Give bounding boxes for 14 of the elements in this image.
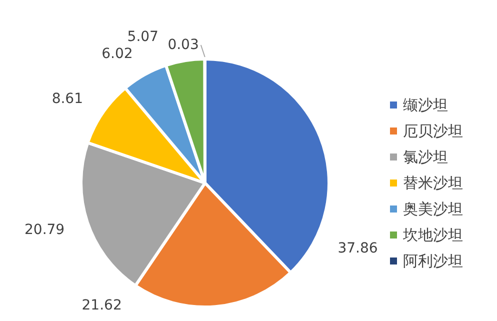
legend-label: 厄贝沙坦 — [403, 122, 463, 140]
data-label: 21.62 — [82, 297, 122, 314]
data-label: 0.03 — [168, 37, 199, 53]
legend-label: 坎地沙坦 — [402, 226, 463, 244]
legend-label: 氯沙坦 — [403, 148, 448, 166]
data-label: 37.86 — [338, 240, 378, 257]
data-label: 8.61 — [52, 91, 83, 108]
legend-label: 替米沙坦 — [403, 174, 463, 192]
data-label: 6.02 — [102, 46, 133, 62]
legend-label: 缬沙坦 — [403, 96, 448, 114]
legend-label: 阿利沙坦 — [403, 252, 463, 270]
data-label: 20.79 — [24, 222, 65, 238]
data-label: 5.07 — [127, 28, 158, 45]
legend-label: 奥美沙坦 — [403, 200, 463, 218]
